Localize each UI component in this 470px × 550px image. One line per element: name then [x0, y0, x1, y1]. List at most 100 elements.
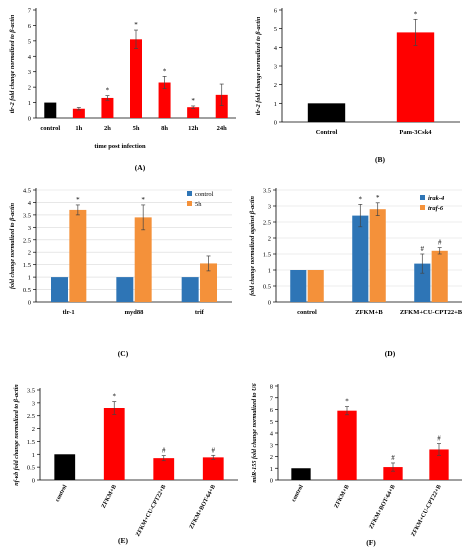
y-tick-label: 1: [28, 275, 31, 282]
bar: [431, 250, 448, 302]
y-tick-label: 2: [28, 85, 31, 92]
panel-label: (E): [118, 536, 129, 545]
y-tick-label: 2.5: [263, 220, 271, 227]
y-tick-label: 4: [274, 45, 278, 52]
panel-label: (B): [375, 155, 386, 164]
y-tick-label: 3: [268, 204, 271, 211]
significance-mark: #: [212, 446, 216, 454]
y-tick-label: 0: [268, 300, 271, 307]
y-tick-label: 0.5: [263, 284, 271, 291]
chart-panel-0: 0 1 2 3 4 5 6 7 tlr-2 fold change normalized to …: [9, 8, 236, 172]
x-tick-label: Control: [316, 129, 338, 136]
y-tick-label: 1.5: [263, 252, 271, 259]
x-tick-label: Pam-3Csk4: [399, 129, 432, 136]
y-tick-label: 2: [268, 236, 271, 243]
y-tick-label: 3: [28, 69, 31, 76]
x-tick-label: ZFKM+B: [334, 484, 351, 509]
legend-label: 5h: [195, 201, 202, 208]
y-tick-label: 1: [32, 452, 35, 459]
significance-mark: #: [438, 239, 442, 247]
legend-label: control: [195, 191, 214, 198]
bar: [51, 277, 68, 302]
y-tick-label: 5: [270, 419, 273, 426]
legend-swatch: [420, 195, 425, 200]
y-tick-label: 1: [28, 100, 31, 107]
x-tick-label: control: [291, 484, 305, 503]
bar: [103, 408, 125, 480]
bar: [134, 217, 152, 302]
y-tick-label: 1.5: [27, 439, 35, 446]
bar: [69, 209, 87, 302]
y-tick-label: 0: [32, 478, 35, 485]
bar: [290, 270, 307, 302]
x-tick-label: ZFKM+B: [355, 309, 383, 316]
y-tick-label: 2: [270, 454, 273, 461]
y-tick-label: 1: [268, 268, 271, 275]
bar: [101, 97, 114, 118]
y-axis-label: fold change normalized against β-actin: [249, 196, 256, 296]
significance-mark: *: [141, 196, 145, 204]
bar: [200, 263, 217, 302]
significance-mark: *: [113, 393, 117, 401]
y-tick-label: 2.5: [27, 413, 35, 420]
y-tick-label: 2: [274, 82, 277, 89]
y-tick-label: 3.5: [23, 212, 31, 219]
bar: [44, 102, 57, 118]
y-tick-label: 0: [28, 116, 31, 123]
bar: [307, 270, 324, 302]
y-tick-label: 1: [270, 466, 273, 473]
y-axis-label: nf-κb fold change normalized to β-actin: [13, 384, 20, 486]
legend-swatch: [187, 191, 192, 196]
bar: [202, 457, 224, 480]
x-tick-label: ZFKM+CU-CPT22+B: [400, 309, 463, 316]
y-tick-label: 4.5: [23, 188, 31, 195]
y-tick-label: 6: [274, 8, 278, 15]
bar: [130, 39, 142, 118]
chart-panel-1: 0 1 2 3 4 5 6 tlr-2 fold change normalized to β…: [255, 8, 460, 164]
significance-mark: *: [376, 194, 380, 202]
y-tick-label: 1: [274, 101, 277, 108]
significance-mark: #: [162, 447, 166, 455]
chart-panel-4: 0 0.5 1 1.5 2 2.5 3 3.5 nf-κb fold change normal…: [13, 384, 238, 545]
bar: [72, 108, 85, 118]
x-tick-label: 1h: [75, 125, 82, 132]
y-tick-label: 3.5: [27, 388, 35, 395]
panel-label: (D): [385, 349, 396, 358]
chart-panel-2: 0 0.5 1 1.5 2 2.5 3 3.5 4 4.5 fold change normaliz…: [9, 188, 232, 358]
bar: [414, 263, 431, 302]
significance-mark: *: [345, 398, 349, 406]
y-axis-label: miR-155 fold change normalized to U6: [251, 383, 258, 483]
significance-mark: *: [191, 97, 195, 105]
y-tick-label: 8: [270, 384, 273, 391]
y-tick-label: 4: [28, 200, 32, 207]
chart-panel-3: 0 0.5 1 1.5 2 2.5 3 3.5 fold change normalized a…: [249, 188, 463, 359]
y-tick-label: 6: [270, 407, 274, 414]
bar: [158, 82, 171, 118]
significance-mark: #: [421, 245, 425, 253]
significance-mark: *: [359, 195, 363, 203]
bar: [352, 215, 369, 302]
y-tick-label: 5: [274, 26, 277, 33]
x-tick-label: ZFKM+B: [101, 484, 118, 509]
y-tick-label: 7: [270, 395, 274, 402]
legend-label: irak-4: [428, 195, 445, 202]
y-tick-label: 0: [270, 478, 273, 485]
significance-mark: *: [414, 10, 418, 18]
panel-label: (A): [135, 163, 146, 172]
x-axis-label: time post infection: [94, 143, 146, 150]
y-tick-label: 3: [28, 225, 31, 232]
y-tick-label: 2: [32, 426, 35, 433]
y-tick-label: 0.5: [23, 287, 31, 294]
x-tick-label: ZFKM+CU-CPT22+B: [410, 484, 442, 538]
bar: [215, 94, 228, 118]
x-tick-label: ZFKM+BOT-64+B: [368, 484, 396, 530]
x-tick-label: 5h: [133, 125, 140, 132]
y-tick-label: 4: [28, 54, 32, 61]
bar: [116, 277, 134, 302]
y-tick-label: 3: [32, 400, 35, 407]
y-tick-label: 7: [28, 8, 32, 15]
significance-mark: *: [134, 21, 138, 29]
bar: [153, 458, 175, 480]
y-axis-label: tlr-2 fold change normalized to β-actin: [255, 16, 262, 115]
y-tick-label: 2: [28, 250, 31, 257]
